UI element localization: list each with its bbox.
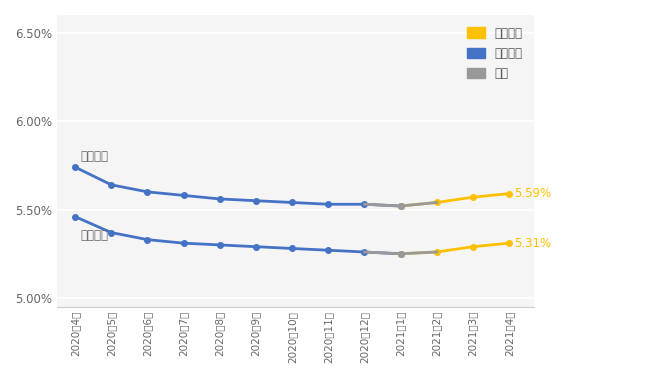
Text: 5.31%: 5.31% [514,237,552,249]
Text: 5.59%: 5.59% [514,187,552,200]
Text: 二套利率: 二套利率 [81,150,109,163]
Legend: 连续上升, 连续下降, 其他: 连续上升, 连续下降, 其他 [462,21,528,86]
Text: 首套利率: 首套利率 [81,229,109,242]
